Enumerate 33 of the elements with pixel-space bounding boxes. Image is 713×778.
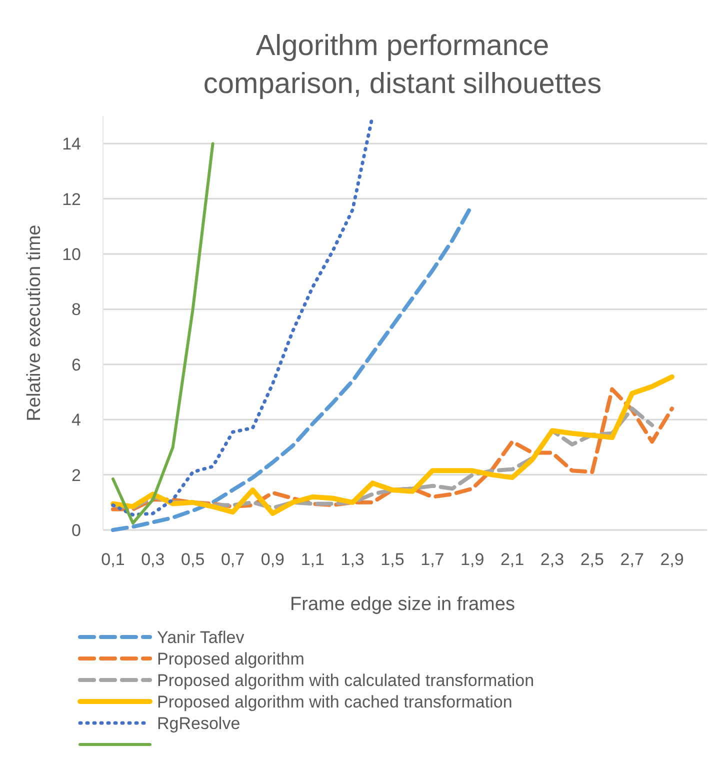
y-tick-label: 2 xyxy=(72,466,81,485)
line-series xyxy=(111,142,214,525)
y-tick-label: 10 xyxy=(62,244,81,264)
legend-label: RgResolve xyxy=(157,714,240,733)
x-tick-label: 1,3 xyxy=(340,550,364,569)
x-tick-label: 1,7 xyxy=(420,550,444,569)
x-tick-label: 1,9 xyxy=(460,550,484,569)
y-tick-label: 0 xyxy=(72,520,81,540)
x-tick-label: 0,3 xyxy=(141,550,165,569)
x-axis-title: Frame edge size in frames xyxy=(290,594,515,615)
x-tick-label: 0,7 xyxy=(220,550,245,569)
y-axis-title: Relative execution time xyxy=(24,224,45,422)
line-series xyxy=(110,406,654,510)
legend-label: Proposed algorithm with calculated transformation xyxy=(157,670,534,690)
chart-title: Algorithm performance comparison, distant silhouettes xyxy=(203,30,602,100)
x-tick-label: 0,9 xyxy=(260,550,285,569)
x-tick-label: 0,1 xyxy=(101,550,125,569)
y-tick-label: 6 xyxy=(72,355,81,374)
x-tick-label: 2,7 xyxy=(620,550,644,569)
x-tick-label: 1,5 xyxy=(380,550,404,569)
legend-label: Yanir Taflev xyxy=(157,628,245,647)
legend-label: Proposed algorithm with cached transformation xyxy=(157,692,512,712)
x-tick-label: 0,5 xyxy=(181,550,205,569)
x-tick-label: 2,9 xyxy=(660,550,684,569)
y-tick-label: 8 xyxy=(72,300,81,320)
y-tick-label: 4 xyxy=(72,410,81,430)
x-tick-label: 2,5 xyxy=(580,550,604,569)
x-tick-label: 1,1 xyxy=(300,550,324,569)
legend-label: Proposed algorithm xyxy=(157,649,304,668)
x-tick-label: 2,3 xyxy=(540,550,564,569)
y-tick-label: 14 xyxy=(62,134,81,154)
x-tick-label: 2,1 xyxy=(500,550,524,569)
y-tick-label: 12 xyxy=(62,190,81,209)
